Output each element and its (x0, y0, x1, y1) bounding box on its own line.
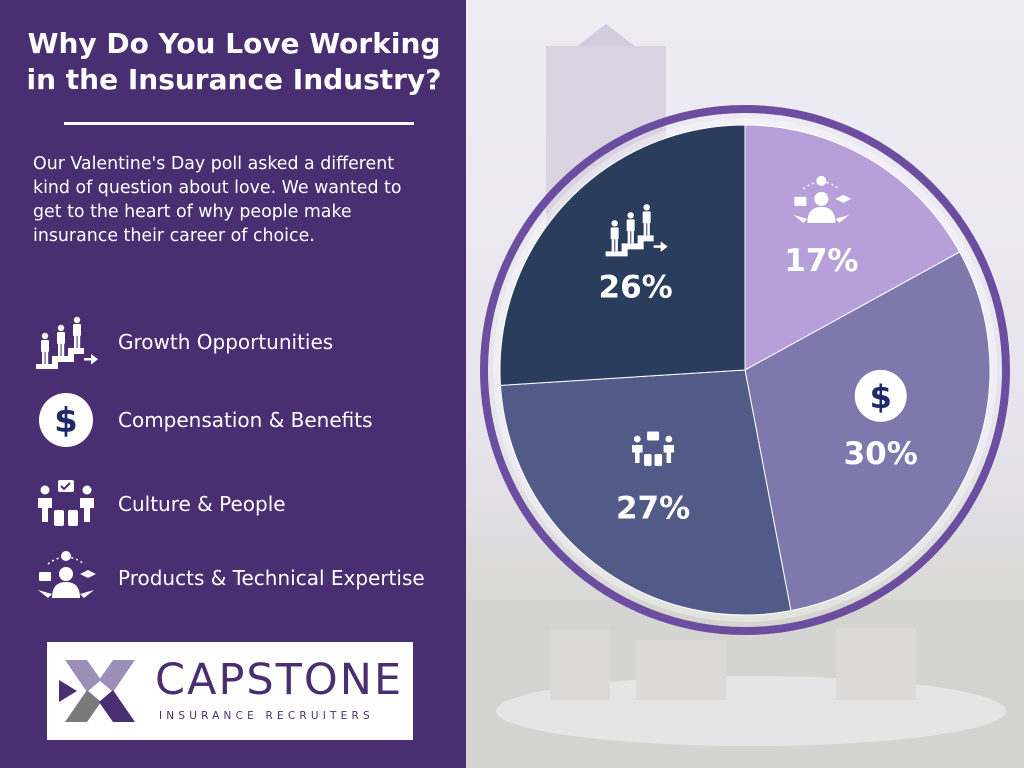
svg-text:$: $ (54, 401, 78, 441)
slice-label: 17% (784, 243, 858, 279)
sculpture-block (836, 628, 916, 700)
sculpture-block (636, 640, 726, 700)
title-divider (64, 122, 414, 125)
intro-text: Our Valentine's Day poll asked a differe… (33, 152, 443, 248)
legend-label-products: Products & Technical Expertise (118, 566, 425, 590)
capstone-logo-mark-icon (59, 660, 135, 722)
intro-line-1: Our Valentine's Day poll asked a differe… (33, 154, 395, 174)
left-panel: Why Do You Love Working in the Insurance… (0, 0, 466, 768)
pie-slice (499, 369, 792, 616)
slice-label: 30% (844, 436, 918, 472)
legend-item-growth: Growth Opportunities (34, 314, 454, 370)
legend-label-culture: Culture & People (118, 492, 286, 516)
growth-stairs-icon (36, 316, 98, 369)
legend-item-products: Products & Technical Expertise (34, 550, 454, 606)
capstone-logo: CAPSTONE INSURANCE RECRUITERS (47, 642, 413, 740)
legend-item-culture: Culture & People (34, 476, 454, 532)
intro-line-3: get to the heart of why people make (33, 202, 352, 222)
title-line-2: in the Insurance Industry? (26, 63, 442, 96)
growth-stairs-icon (605, 204, 668, 257)
slice-label: 27% (616, 491, 690, 527)
slice-label: 26% (599, 269, 673, 305)
logo-wordmark: CAPSTONE (155, 655, 404, 705)
logo-tagline: INSURANCE RECRUITERS (159, 710, 374, 722)
page-title: Why Do You Love Working in the Insurance… (14, 26, 454, 98)
dollar-icon: $ (39, 393, 93, 447)
legend-label-growth: Growth Opportunities (118, 330, 334, 354)
legend-item-compensation: $ Compensation & Benefits (34, 392, 454, 448)
intro-line-2: kind of question about love. We wanted t… (33, 178, 402, 198)
dollar-icon: $ (854, 369, 907, 422)
intro-line-4: insurance their career of choice. (33, 226, 315, 246)
expert-icon (793, 175, 852, 223)
sculpture-block (550, 630, 610, 700)
pie-ring (480, 105, 1010, 635)
team-icon (38, 480, 94, 526)
pie-slice (744, 251, 991, 612)
legend-label-compensation: Compensation & Benefits (118, 408, 373, 432)
title-line-1: Why Do You Love Working (27, 27, 441, 60)
expert-icon (38, 551, 96, 598)
team-icon (632, 431, 675, 467)
svg-text:$: $ (870, 378, 892, 416)
pie-slice (744, 124, 961, 371)
